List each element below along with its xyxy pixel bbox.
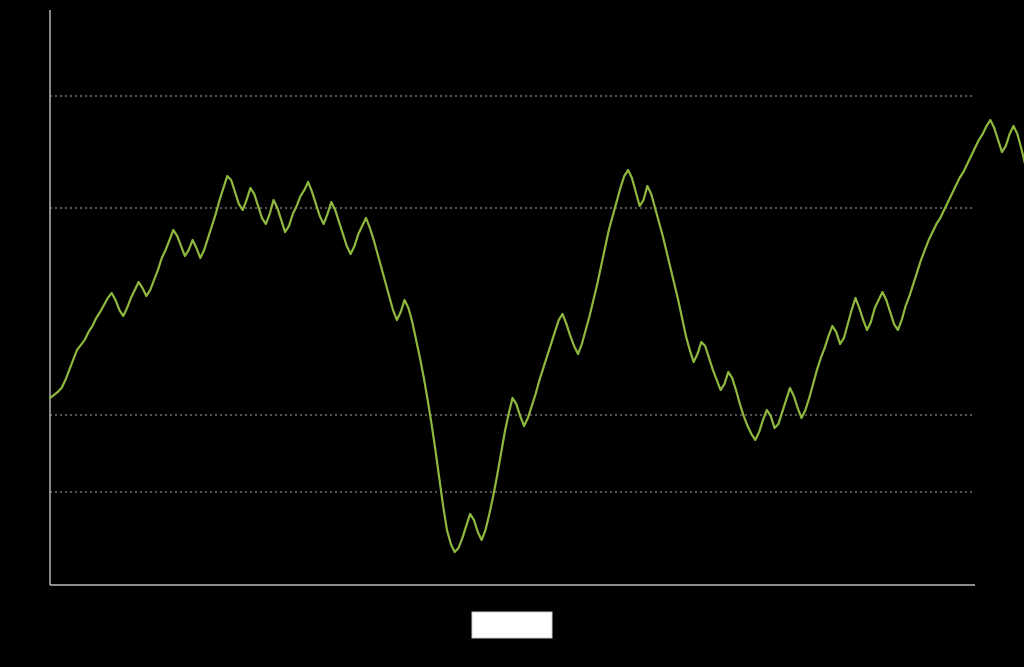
line-chart <box>0 0 1024 667</box>
chart-container <box>0 0 1024 667</box>
legend-box <box>472 612 552 638</box>
